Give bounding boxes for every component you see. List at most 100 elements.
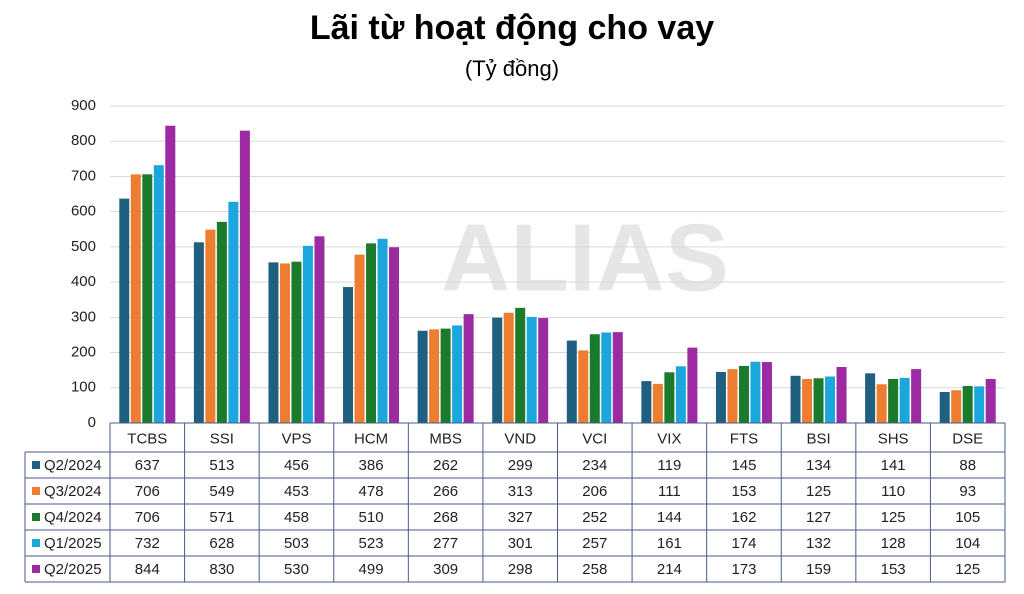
table-cell: 549 [209, 483, 234, 500]
legend-swatch [32, 461, 40, 469]
table-cell: 234 [582, 457, 607, 474]
bar [802, 378, 813, 423]
table-cell: 132 [806, 535, 831, 552]
table-cell: 844 [135, 561, 160, 578]
table-cell: 523 [359, 535, 384, 552]
bar [193, 242, 204, 423]
table-cell: 145 [731, 457, 756, 474]
bar [440, 328, 451, 423]
chart-subtitle: (Tỷ đồng) [465, 56, 559, 81]
bar [526, 316, 537, 423]
bar [951, 390, 962, 423]
table-cell: 173 [731, 561, 756, 578]
bar [354, 254, 365, 423]
bar [687, 347, 698, 423]
bar [268, 262, 279, 423]
y-tick-label: 500 [71, 238, 96, 255]
legend-swatch [32, 565, 40, 573]
bar [366, 243, 377, 423]
bar [974, 386, 985, 423]
x-tick-label: HCM [354, 430, 388, 447]
y-tick-label: 700 [71, 167, 96, 184]
bar [813, 378, 824, 423]
legend-label: Q4/2024 [44, 509, 102, 526]
x-tick-label: VPS [281, 430, 311, 447]
legend-swatch [32, 487, 40, 495]
bar [589, 334, 600, 423]
bar [452, 325, 463, 423]
bar [279, 263, 290, 423]
y-tick-label: 0 [88, 414, 96, 431]
bar [142, 174, 153, 423]
x-tick-label: MBS [429, 430, 462, 447]
legend-swatch [32, 539, 40, 547]
bar [738, 365, 749, 423]
bar [911, 369, 922, 423]
bar [790, 375, 801, 423]
bar [888, 378, 899, 423]
table-cell: 386 [359, 457, 384, 474]
table-cell: 262 [433, 457, 458, 474]
x-tick-label: DSE [952, 430, 983, 447]
table-cell: 706 [135, 483, 160, 500]
table-cell: 88 [959, 457, 976, 474]
bar [538, 318, 549, 423]
bar [962, 386, 973, 423]
y-tick-label: 800 [71, 132, 96, 149]
table-cell: 104 [955, 535, 980, 552]
bar [641, 381, 652, 423]
x-tick-label: VIX [657, 430, 681, 447]
table-cell: 141 [881, 457, 906, 474]
table-cell: 478 [359, 483, 384, 500]
bar [291, 261, 302, 423]
table-cell: 327 [508, 509, 533, 526]
bar [865, 373, 876, 423]
bar [239, 130, 250, 423]
x-tick-label: VND [504, 430, 536, 447]
table-cell: 206 [582, 483, 607, 500]
table-cell: 266 [433, 483, 458, 500]
table-cell: 127 [806, 509, 831, 526]
table-cell: 706 [135, 509, 160, 526]
bar [463, 314, 474, 423]
bar [130, 174, 141, 423]
y-tick-label: 100 [71, 379, 96, 396]
watermark: ALIAS [441, 204, 729, 311]
legend-label: Q3/2024 [44, 483, 102, 500]
table-cell: 119 [657, 457, 681, 474]
table-cell: 571 [209, 509, 234, 526]
table-cell: 530 [284, 561, 309, 578]
bar [216, 221, 227, 423]
table-cell: 128 [881, 535, 906, 552]
bar [899, 377, 910, 423]
bar [314, 236, 325, 423]
bar [601, 332, 612, 423]
legend-label: Q2/2025 [44, 561, 102, 578]
bar [417, 330, 428, 423]
bar [985, 378, 996, 423]
table-cell: 111 [658, 483, 681, 500]
bar [876, 384, 887, 423]
bar [825, 376, 836, 423]
table-cell: 499 [359, 561, 384, 578]
table-cell: 93 [959, 483, 976, 500]
x-tick-label: SHS [878, 430, 909, 447]
y-tick-label: 400 [71, 273, 96, 290]
table-cell: 174 [731, 535, 756, 552]
y-tick-label: 200 [71, 344, 96, 361]
bar [228, 201, 239, 423]
table-cell: 830 [209, 561, 234, 578]
table-cell: 453 [284, 483, 309, 500]
bar [612, 332, 623, 423]
bar [302, 245, 313, 423]
table-cell: 503 [284, 535, 309, 552]
table-cell: 153 [731, 483, 756, 500]
table-cell: 162 [731, 509, 756, 526]
bar [761, 362, 772, 423]
bar [664, 372, 675, 423]
table-cell: 298 [508, 561, 533, 578]
table-cell: 268 [433, 509, 458, 526]
y-tick-label: 600 [71, 203, 96, 220]
bar [503, 312, 514, 423]
